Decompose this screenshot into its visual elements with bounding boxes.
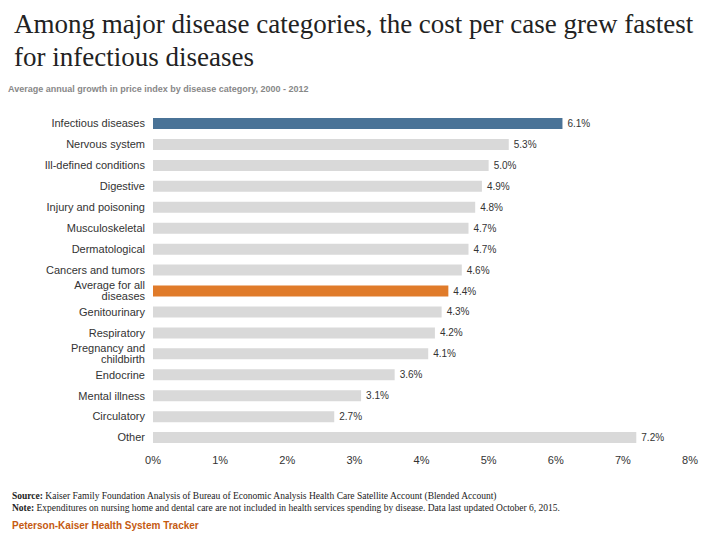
svg-text:4.4%: 4.4% — [453, 286, 476, 297]
svg-text:0%: 0% — [145, 454, 161, 466]
svg-text:4.8%: 4.8% — [480, 202, 503, 213]
svg-text:2%: 2% — [279, 454, 295, 466]
svg-text:4.1%: 4.1% — [433, 348, 456, 359]
svg-text:4.3%: 4.3% — [447, 306, 470, 317]
html-text:Among major disease categories: Among major disease categories, the cost… — [14, 9, 694, 72]
svg-text:4.9%: 4.9% — [487, 181, 510, 192]
svg-text:1%: 1% — [212, 454, 228, 466]
svg-text:6%: 6% — [548, 454, 564, 466]
svg-text:Endocrine: Endocrine — [95, 369, 145, 381]
svg-text:5%: 5% — [481, 454, 497, 466]
svg-text:4%: 4% — [414, 454, 430, 466]
svg-text:4.7%: 4.7% — [473, 244, 496, 255]
svg-text:7.2%: 7.2% — [641, 432, 664, 443]
html-text:Source: Kaiser Family Foundati: Source: Kaiser Family Foundation Analysi… — [12, 491, 497, 501]
svg-text:8%: 8% — [682, 454, 698, 466]
svg-text:Mental illness: Mental illness — [78, 390, 145, 402]
svg-text:Other: Other — [117, 431, 145, 443]
svg-text:4.6%: 4.6% — [467, 265, 490, 276]
svg-text:Cancers and tumors: Cancers and tumors — [46, 264, 146, 276]
svg-text:Nervous system: Nervous system — [66, 138, 145, 150]
svg-text:Musculoskeletal: Musculoskeletal — [67, 222, 145, 234]
svg-text:Circulatory: Circulatory — [92, 410, 145, 422]
svg-text:Infectious diseases: Infectious diseases — [51, 117, 145, 129]
html-text:Average annual growth in price: Average annual growth in price index by … — [8, 84, 309, 94]
svg-text:Digestive: Digestive — [100, 180, 145, 192]
html-text:Peterson-Kaiser Health System: Peterson-Kaiser Health System Tracker — [12, 520, 199, 531]
svg-text:Average for alldiseases: Average for alldiseases — [74, 279, 145, 302]
svg-text:Pregnancy andchildbirth: Pregnancy andchildbirth — [71, 342, 145, 365]
svg-text:3%: 3% — [346, 454, 362, 466]
svg-text:Respiratory: Respiratory — [89, 327, 146, 339]
svg-text:Dermatological: Dermatological — [72, 243, 145, 255]
svg-text:4.7%: 4.7% — [473, 223, 496, 234]
svg-text:7%: 7% — [615, 454, 631, 466]
svg-text:Injury and poisoning: Injury and poisoning — [47, 201, 145, 213]
svg-text:5.3%: 5.3% — [514, 139, 537, 150]
svg-text:6.1%: 6.1% — [567, 118, 590, 129]
html-text:Note: Expenditures on nursing: Note: Expenditures on nursing home and d… — [12, 503, 560, 513]
svg-text:Genitourinary: Genitourinary — [79, 306, 146, 318]
svg-text:2.7%: 2.7% — [339, 411, 362, 422]
svg-text:3.1%: 3.1% — [366, 390, 389, 401]
svg-text:5.0%: 5.0% — [494, 160, 517, 171]
svg-text:3.6%: 3.6% — [400, 369, 423, 380]
svg-text:Ill-defined conditions: Ill-defined conditions — [45, 159, 146, 171]
svg-text:4.2%: 4.2% — [440, 327, 463, 338]
